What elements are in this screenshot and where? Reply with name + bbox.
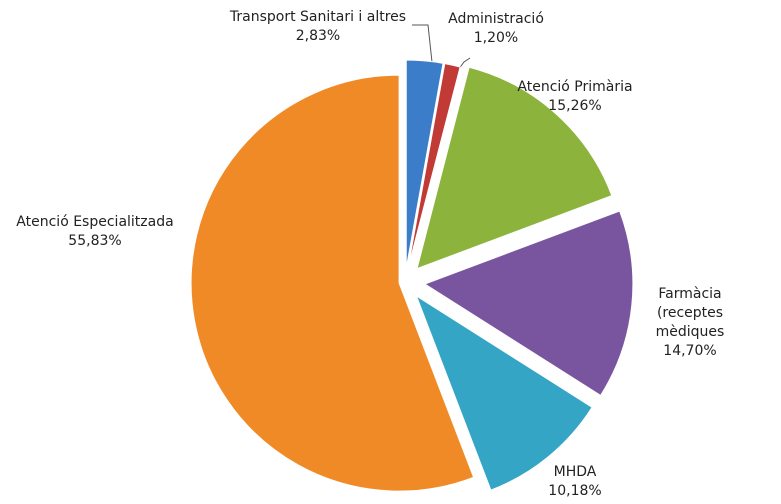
pie-slice [405,59,444,269]
category-label: MHDA [553,464,597,480]
value-label: 1,20% [473,30,519,46]
value-label: 55,83% [68,233,122,249]
pie-slice [423,210,634,397]
slice-label: Atenció Primària 15,26% [517,78,632,116]
pie-slice [407,63,461,269]
category-label: Atenció Especialitzada [16,214,174,230]
category-label: Atenció Primària [517,79,633,95]
pie-slice [416,66,613,270]
category-label: Farmàcia (receptes mèdiques [655,286,725,340]
slice-label: Atenció Especialitzada 55,83% [16,213,173,251]
pie-slice [190,74,475,492]
category-label: Transport Sanitari i altres [229,9,407,25]
slice-label: MHDA 10,18% [548,463,601,501]
value-label: 10,18% [548,483,602,499]
leader-line [412,24,433,63]
category-label: Administració [448,11,544,27]
slice-label: Transport Sanitari i altres 2,83% [230,8,406,46]
value-label: 2,83% [295,28,341,44]
value-label: 15,26% [548,98,602,114]
slice-label: Administració 1,20% [448,10,544,48]
value-label: 14,70% [663,343,717,359]
pie-slice [415,294,593,491]
slice-label: Farmàcia (receptes mèdiques 14,70% [625,285,755,361]
